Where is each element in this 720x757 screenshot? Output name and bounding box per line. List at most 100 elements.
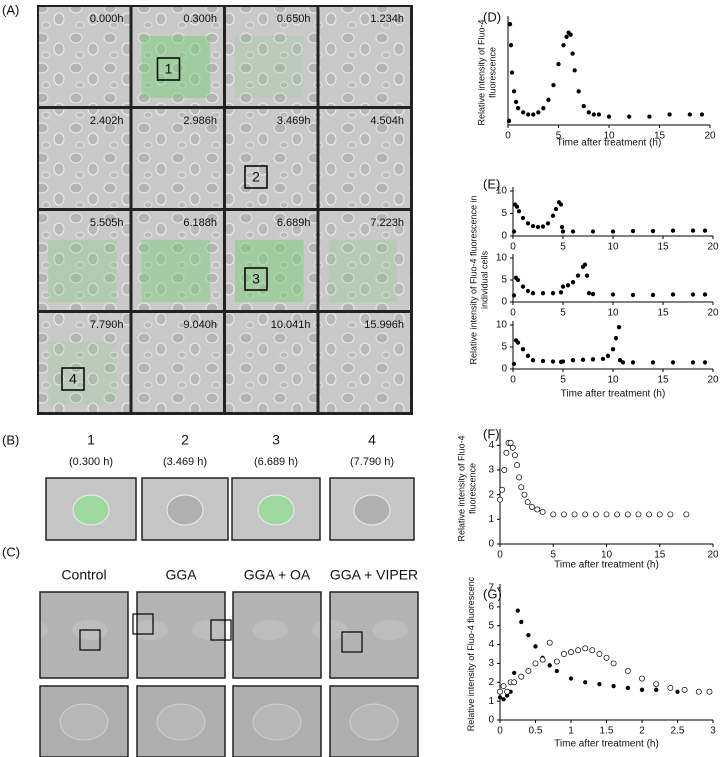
data-point <box>670 292 676 297</box>
cell-time: (0.300 h) <box>69 456 113 468</box>
micrograph <box>39 211 130 310</box>
x-tick-label: 1.5 <box>600 726 614 737</box>
data-point <box>627 114 632 119</box>
cell <box>349 703 399 741</box>
y-tick-label: 10 <box>496 253 508 264</box>
data-point <box>511 89 517 94</box>
data-point <box>568 649 574 656</box>
x-tick-label: 20 <box>707 550 719 561</box>
timestamp: 5.505h <box>90 217 124 229</box>
condition-label: GGA + OA <box>244 567 311 583</box>
roi-number: 4 <box>69 371 77 387</box>
data-point <box>581 103 586 109</box>
x-tick-label: 10 <box>601 550 613 561</box>
data-point <box>533 644 538 649</box>
data-point <box>706 688 713 695</box>
data-point <box>515 340 521 345</box>
data-point <box>518 673 525 680</box>
data-point <box>575 273 581 278</box>
data-point <box>560 511 567 518</box>
roi-box <box>244 165 268 189</box>
data-point <box>681 686 688 693</box>
data-point <box>553 658 560 665</box>
data-point <box>650 292 656 298</box>
data-point <box>620 360 626 365</box>
micrograph <box>226 109 317 208</box>
y-tick-label: 0 <box>501 231 507 242</box>
y-tick-label: 5 <box>501 208 507 219</box>
data-point <box>610 660 617 667</box>
data-point <box>670 228 676 233</box>
timestamp: 0.300h <box>183 13 217 25</box>
data-point <box>515 608 520 613</box>
timestamp: 10.041h <box>271 319 311 331</box>
x-tick-label: 5 <box>560 242 566 253</box>
data-point <box>590 229 596 234</box>
y-tick-label: 10 <box>496 320 508 331</box>
data-point <box>571 511 578 518</box>
data-point <box>516 209 522 214</box>
roi-box <box>79 629 101 651</box>
data-point <box>532 660 539 667</box>
x-tick-label: 0 <box>505 131 511 142</box>
data-point <box>541 106 546 111</box>
data-point <box>570 51 575 56</box>
x-tick-label: 20 <box>707 242 719 253</box>
y-tick-label: 10 <box>496 186 508 197</box>
data-point <box>504 688 511 695</box>
data-point <box>550 359 556 364</box>
data-point <box>525 288 531 294</box>
data-point <box>667 112 672 117</box>
roi-number: 2 <box>252 169 260 185</box>
data-point <box>534 506 541 513</box>
x-tick-label: 20 <box>707 375 719 386</box>
cell-number: 1 <box>87 432 95 448</box>
data-point <box>526 632 531 638</box>
data-point <box>550 511 557 518</box>
y-axis-label: Relative intensity of Fluo-4fluorescence <box>477 19 498 125</box>
micrograph <box>132 313 223 412</box>
x-tick-label: 0 <box>497 726 503 737</box>
data-point <box>630 228 636 234</box>
x-tick-label: 20 <box>704 131 716 142</box>
data-point <box>656 511 663 518</box>
field-image <box>232 591 322 679</box>
timestamp: 15.996h <box>364 319 404 331</box>
data-point <box>572 68 577 73</box>
data-point <box>515 277 521 283</box>
data-point <box>503 449 510 456</box>
condition-label: GGA <box>165 567 197 583</box>
cell-time: (6.689 h) <box>254 456 298 468</box>
y-tick-label: 1 <box>488 696 494 707</box>
y-tick-label: 2 <box>488 677 494 688</box>
data-point <box>530 223 536 229</box>
timestamp: 7.223h <box>370 217 404 229</box>
data-point <box>499 486 506 493</box>
data-point <box>539 508 546 515</box>
data-point <box>511 452 518 459</box>
data-point <box>597 682 602 687</box>
data-point <box>509 70 515 75</box>
x-tick-label: 0 <box>510 308 516 319</box>
data-point <box>560 359 566 364</box>
panel-label: (G) <box>483 586 502 601</box>
cell <box>252 703 302 741</box>
data-point <box>584 273 590 278</box>
x-tick-label: 0.5 <box>529 726 543 737</box>
roi-box <box>132 613 154 635</box>
y-axis-label-line: Relative intensity of Fluo-4 fluorescenc <box>466 576 476 731</box>
panel-label: (F) <box>483 426 500 441</box>
y-tick-label: 6 <box>488 601 494 612</box>
x-tick-label: 1 <box>568 726 574 737</box>
data-point <box>590 357 596 362</box>
data-point <box>592 511 599 518</box>
data-point <box>650 228 656 234</box>
cell-time: (7.790 h) <box>350 456 394 468</box>
data-point <box>509 444 516 451</box>
data-point <box>550 291 556 296</box>
data-point <box>547 663 552 668</box>
data-point <box>530 291 536 296</box>
data-point <box>570 229 576 234</box>
data-point <box>529 504 535 510</box>
y-tick-label: 0 <box>501 297 507 308</box>
